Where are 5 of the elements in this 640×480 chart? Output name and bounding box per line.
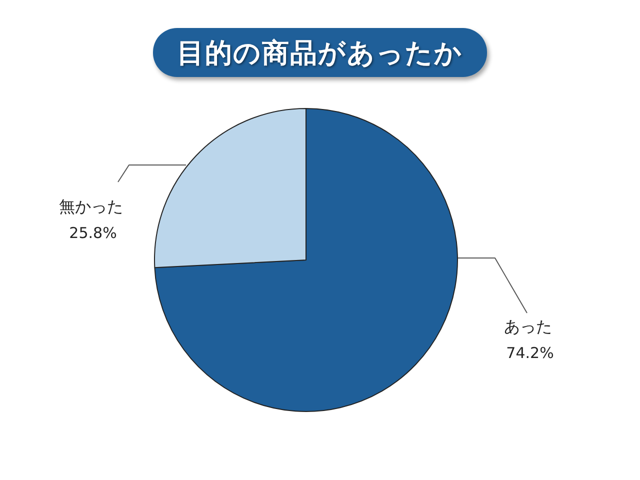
slice-label: 無かった	[59, 197, 123, 216]
data-label: 74.2%	[506, 344, 554, 362]
chart-title: 目的の商品があったか	[177, 36, 463, 70]
slice-label: あった	[504, 317, 552, 336]
data-label: 25.8%	[69, 224, 117, 242]
